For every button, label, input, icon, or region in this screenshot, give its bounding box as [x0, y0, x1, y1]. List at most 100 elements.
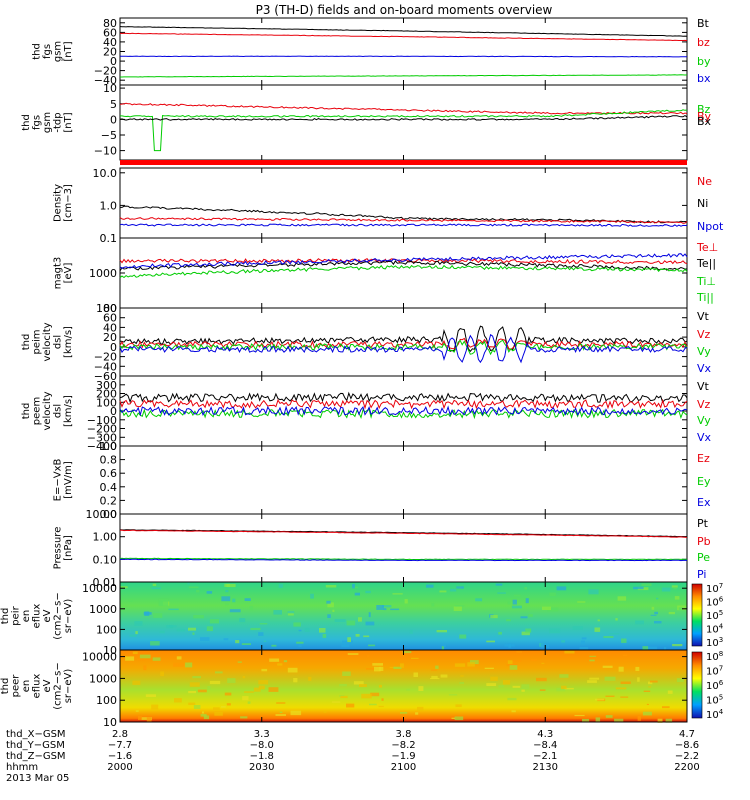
spectrogram-cell	[643, 690, 651, 692]
spectrogram-cell	[125, 656, 135, 661]
y-axis-label-line: thd	[21, 114, 32, 131]
spectrogram-cell	[617, 596, 627, 601]
spectrogram-cell	[135, 710, 139, 712]
spectrogram-cell	[516, 651, 522, 653]
spectrogram-cell	[453, 606, 462, 611]
legend-entry: Pi	[697, 568, 706, 581]
spectrogram-cell	[214, 711, 223, 716]
spectrogram-cell	[244, 691, 254, 693]
y-tick-label: 0.8	[100, 454, 118, 467]
spectrogram-cell	[158, 598, 169, 602]
legend-entry: Bx	[697, 115, 712, 128]
spectrogram-cell	[508, 643, 512, 648]
spectrogram-cell	[467, 662, 475, 667]
spectrogram-cell	[609, 633, 620, 635]
spectrogram-cell	[298, 629, 302, 632]
spectrogram-cell	[448, 694, 458, 696]
y-axis-label-line: (cm2−s−	[53, 662, 64, 709]
spectrogram-cell	[229, 609, 241, 613]
y-tick-label: 0.01	[93, 576, 118, 589]
x-axis-row-value: 2130	[533, 762, 558, 773]
spectrogram-cell	[549, 628, 561, 634]
y-axis-label: thd peir en eflux eV (cm2−s− sr−eV)	[0, 592, 74, 639]
colorbar-tick-exponent: 6	[719, 679, 724, 687]
spectrogram-cell	[176, 628, 185, 632]
spectrogram-cell	[400, 663, 404, 668]
spectrogram-cell	[128, 599, 133, 602]
spectrogram-cell	[223, 638, 229, 641]
spectrogram-cell	[271, 644, 277, 647]
series-line-Te||	[119, 260, 688, 272]
spectrogram-cell	[547, 607, 559, 612]
legend-entry: Pb	[697, 535, 711, 548]
spectrogram-cell	[521, 684, 530, 690]
spectrogram-cell	[641, 583, 652, 587]
spectrogram-cell	[259, 623, 268, 625]
spectrogram-cell	[188, 586, 199, 589]
y-axis-label-line: [nPa]	[63, 535, 74, 561]
spectrogram-cell	[173, 662, 184, 667]
spectrogram-cell	[192, 676, 201, 679]
y-tick-label: 1000	[89, 267, 117, 280]
spectrogram-cell	[141, 717, 152, 720]
spectrogram-cell	[525, 628, 532, 633]
series-line-Vz	[119, 398, 688, 410]
y-axis-label-line: Pressure	[53, 527, 64, 570]
spectrogram-cell	[549, 592, 556, 596]
spectrogram-cell	[470, 660, 479, 665]
spectrogram-cell	[235, 640, 240, 644]
y-tick-label: 80	[103, 302, 117, 315]
y-tick-label: −60	[94, 370, 117, 383]
spectrogram-cell	[594, 698, 605, 701]
spectrogram-cell	[339, 684, 347, 687]
spectrogram-cell	[342, 640, 353, 645]
spectrogram-cell	[507, 660, 513, 664]
spectrogram-cell	[275, 714, 286, 716]
spectrogram-cell	[451, 717, 456, 719]
y-tick-label: 0.0	[100, 508, 118, 521]
spectrogram-cell	[671, 585, 678, 588]
colorbar-tick-label: 107	[706, 582, 723, 595]
panel-pressure: 10.00 1.00 0.10 0.01 Pressure [nPa] Pt Pb Pe Pi	[53, 508, 711, 589]
y-tick-label: −20	[94, 351, 117, 364]
series-line-bx	[119, 55, 687, 58]
spectrogram-cell	[225, 603, 229, 606]
spectrogram-cell	[298, 642, 302, 647]
spectrogram-cell	[524, 587, 527, 590]
series-line-Bx	[119, 115, 688, 121]
spectrogram-cell	[290, 710, 302, 716]
y-axis-label-line: [nT]	[63, 112, 74, 132]
x-axis-row-value: −8.6	[675, 740, 699, 751]
spectrogram-cell	[648, 681, 653, 685]
y-axis-label-line: peim	[32, 329, 43, 354]
spectrogram-cell	[431, 675, 438, 679]
spectrogram-cell	[574, 714, 585, 717]
panel-frame	[119, 84, 688, 161]
spectrogram-cell	[459, 682, 465, 684]
spectrogram-cell	[539, 689, 546, 691]
series-line-Pb	[120, 529, 688, 538]
spectrogram-cell	[334, 619, 346, 622]
spectrogram-cell	[439, 590, 447, 593]
spectrogram-cell	[232, 598, 236, 603]
y-axis-label-line: thd	[0, 678, 11, 695]
spectrogram-cell	[347, 653, 359, 655]
x-axis-row-value: 2000	[107, 762, 132, 773]
spectrogram-cell	[134, 621, 143, 626]
spectrogram-cell	[635, 620, 644, 625]
y-axis-label: E=−VxB [mV/m]	[53, 459, 75, 502]
y-tick-label: 0	[110, 55, 117, 68]
spectrogram-cell	[633, 586, 644, 590]
legend-entry: Vy	[697, 414, 711, 427]
y-axis-label-line: [mV/m]	[63, 461, 74, 499]
legend-entry: Pe	[697, 551, 710, 564]
colorbar-tick-exponent: 4	[719, 623, 724, 631]
y-axis-label-line: en	[21, 610, 32, 623]
spectrogram-cell	[237, 661, 242, 663]
spectrogram-cell	[506, 619, 511, 622]
legend-entry: Vt	[697, 380, 710, 393]
panel-frame	[119, 167, 688, 239]
spectrogram-cell	[308, 676, 312, 681]
spectrogram-cell	[455, 704, 462, 708]
